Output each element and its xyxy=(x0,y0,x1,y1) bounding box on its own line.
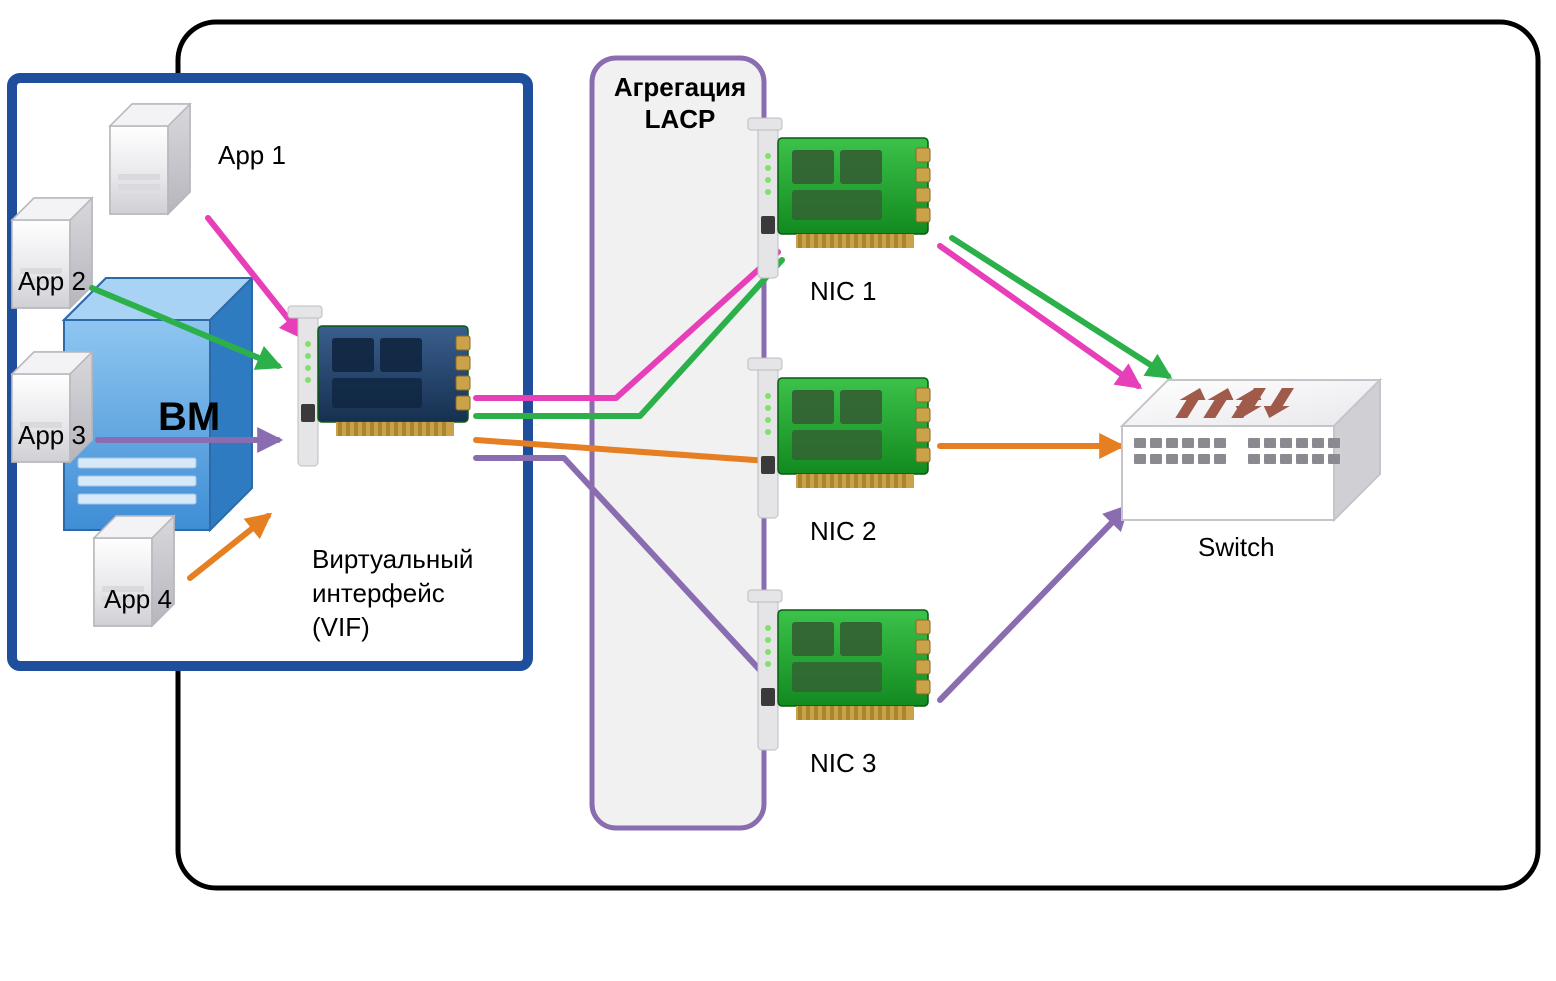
vif-label-line1: Виртуальный xyxy=(312,544,473,574)
app-label-app1: App 1 xyxy=(218,140,286,170)
nic2-icon xyxy=(748,358,930,518)
nic3-label: NIC 3 xyxy=(810,748,876,778)
lacp-title-line2: LACP xyxy=(645,104,716,134)
lacp-box xyxy=(592,58,764,828)
vif-label-line2: интерфейс xyxy=(312,578,445,608)
app-label-app2: App 2 xyxy=(18,266,86,296)
app-label-app4: App 4 xyxy=(104,584,172,614)
nic2-label: NIC 2 xyxy=(810,516,876,546)
vm-label: ВМ xyxy=(158,395,220,439)
flow-arrow-n1-sw-pink xyxy=(940,246,1138,386)
app-label-app3: App 3 xyxy=(18,420,86,450)
nic1-icon xyxy=(748,118,930,278)
switch-label: Switch xyxy=(1198,532,1275,562)
lacp-title-line1: Агрегация xyxy=(614,72,746,102)
nic3-icon xyxy=(748,590,930,750)
nic1-label: NIC 1 xyxy=(810,276,876,306)
flow-arrow-n3-sw-purple xyxy=(940,508,1126,700)
app-server-app1 xyxy=(110,104,190,214)
switch-icon xyxy=(1122,380,1380,520)
flow-arrow-n1-sw-green xyxy=(952,238,1168,376)
vif-label-line3: (VIF) xyxy=(312,612,370,642)
